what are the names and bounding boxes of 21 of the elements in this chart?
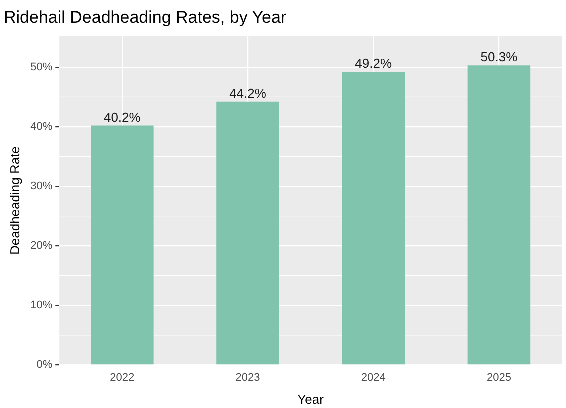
x-tick-label: 2024	[361, 372, 386, 384]
y-tick-label: 50%	[30, 61, 53, 74]
y-tick-label: 20%	[30, 240, 53, 252]
y-tick-label: 0%	[36, 359, 53, 372]
bar	[342, 72, 406, 365]
bar	[91, 126, 154, 365]
y-tick-label: 40%	[30, 120, 53, 133]
x-axis-title: Year	[298, 392, 325, 407]
chart-title: Ridehail Deadheading Rates, by Year	[4, 8, 287, 27]
y-tick-label: 10%	[30, 300, 53, 312]
bar	[468, 66, 531, 365]
bar	[216, 102, 280, 365]
x-tick-label: 2022	[110, 372, 135, 384]
y-tick-label: 30%	[30, 180, 53, 193]
x-tick-label: 2025	[486, 372, 512, 384]
data-label: 40.2%	[104, 110, 142, 125]
data-label: 50.3%	[480, 50, 518, 65]
x-tick-label: 2023	[236, 372, 260, 384]
y-axis-title: Deadheading Rate	[7, 146, 22, 256]
data-label: 44.2%	[230, 86, 267, 101]
data-label: 49.2%	[355, 56, 392, 72]
